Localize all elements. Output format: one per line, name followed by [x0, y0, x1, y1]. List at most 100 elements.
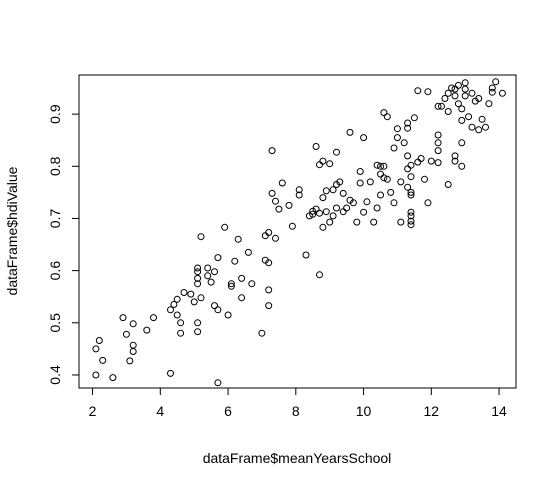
data-point — [126, 357, 134, 365]
data-point — [224, 311, 232, 319]
data-point — [407, 208, 415, 216]
data-point — [258, 329, 266, 337]
data-point — [194, 328, 202, 336]
data-point — [468, 89, 476, 97]
data-point — [417, 155, 425, 162]
data-point — [482, 123, 489, 131]
data-point — [143, 326, 151, 334]
data-point — [360, 134, 368, 142]
data-point — [461, 85, 469, 93]
data-point — [356, 179, 364, 187]
data-point — [404, 152, 412, 160]
data-point — [380, 162, 388, 170]
data-point — [366, 178, 374, 186]
data-point — [458, 139, 466, 147]
data-point — [363, 198, 371, 206]
data-point — [407, 173, 415, 181]
data-point — [407, 212, 415, 220]
data-point — [227, 280, 235, 288]
data-point — [451, 157, 459, 165]
data-point — [468, 123, 476, 131]
data-point — [410, 114, 418, 122]
data-point — [194, 268, 202, 276]
data-point — [177, 329, 185, 337]
data-point — [400, 139, 408, 147]
data-point — [122, 330, 130, 338]
data-point — [316, 271, 323, 279]
data-point — [421, 175, 428, 183]
x-axis-label: dataFrame$meanYearsSchool — [203, 450, 392, 466]
data-point — [488, 88, 496, 96]
data-point — [197, 233, 205, 241]
data-point — [322, 187, 330, 195]
data-point — [343, 204, 351, 212]
data-point — [339, 189, 347, 197]
data-point — [190, 298, 198, 306]
data-point — [333, 204, 340, 212]
data-point — [204, 272, 212, 280]
data-point — [265, 259, 273, 267]
data-point — [173, 295, 181, 303]
data-point — [238, 294, 246, 302]
data-point — [129, 341, 137, 349]
data-point — [444, 89, 452, 97]
data-point — [434, 139, 442, 147]
data-point — [360, 208, 368, 216]
data-point — [383, 113, 391, 121]
data-point — [194, 280, 202, 288]
data-point — [407, 217, 415, 225]
data-point — [170, 301, 178, 308]
data-point — [244, 248, 252, 256]
data-point — [498, 89, 506, 97]
data-point — [458, 162, 466, 170]
data-point — [312, 143, 320, 150]
data-point — [214, 379, 222, 387]
data-point — [346, 128, 354, 136]
x-tick-label: 4 — [156, 403, 164, 419]
data-point — [265, 286, 273, 294]
data-point — [336, 178, 344, 186]
data-point — [288, 222, 296, 230]
data-point — [414, 87, 422, 95]
data-point — [194, 274, 202, 282]
data-point — [214, 306, 222, 314]
y-tick-label: 0.8 — [47, 156, 63, 176]
data-point — [485, 100, 493, 108]
data-point — [234, 235, 242, 243]
data-point — [404, 183, 412, 191]
data-point — [278, 179, 286, 187]
data-point — [275, 205, 283, 213]
data-point — [167, 306, 174, 314]
data-point — [424, 88, 432, 96]
data-point — [393, 134, 401, 142]
data-point — [349, 199, 357, 207]
data-point — [444, 181, 452, 188]
data-point — [458, 105, 466, 113]
data-point — [295, 191, 303, 199]
data-point — [407, 188, 415, 196]
data-point — [194, 264, 202, 272]
data-point — [248, 280, 256, 288]
x-tick-label: 2 — [89, 403, 97, 419]
y-tick-label: 0.4 — [47, 365, 63, 385]
y-axis: 0.4 0.5 0.6 0.7 0.8 0.9 — [47, 104, 80, 385]
data-point — [92, 371, 100, 379]
y-tick-label: 0.6 — [47, 261, 63, 281]
data-point — [295, 186, 303, 194]
data-point — [488, 84, 496, 92]
data-point — [319, 157, 327, 165]
y-tick-label: 0.5 — [47, 313, 63, 333]
data-point — [272, 234, 279, 242]
data-point — [373, 161, 381, 169]
data-point — [492, 78, 500, 86]
data-point — [383, 175, 391, 183]
data-point — [397, 218, 405, 226]
data-point — [454, 81, 462, 89]
data-point — [326, 160, 334, 168]
data-point — [150, 314, 157, 322]
data-point — [180, 289, 188, 296]
data-point — [434, 102, 442, 110]
data-point — [119, 314, 127, 322]
data-point — [312, 205, 320, 213]
data-point — [427, 157, 435, 165]
